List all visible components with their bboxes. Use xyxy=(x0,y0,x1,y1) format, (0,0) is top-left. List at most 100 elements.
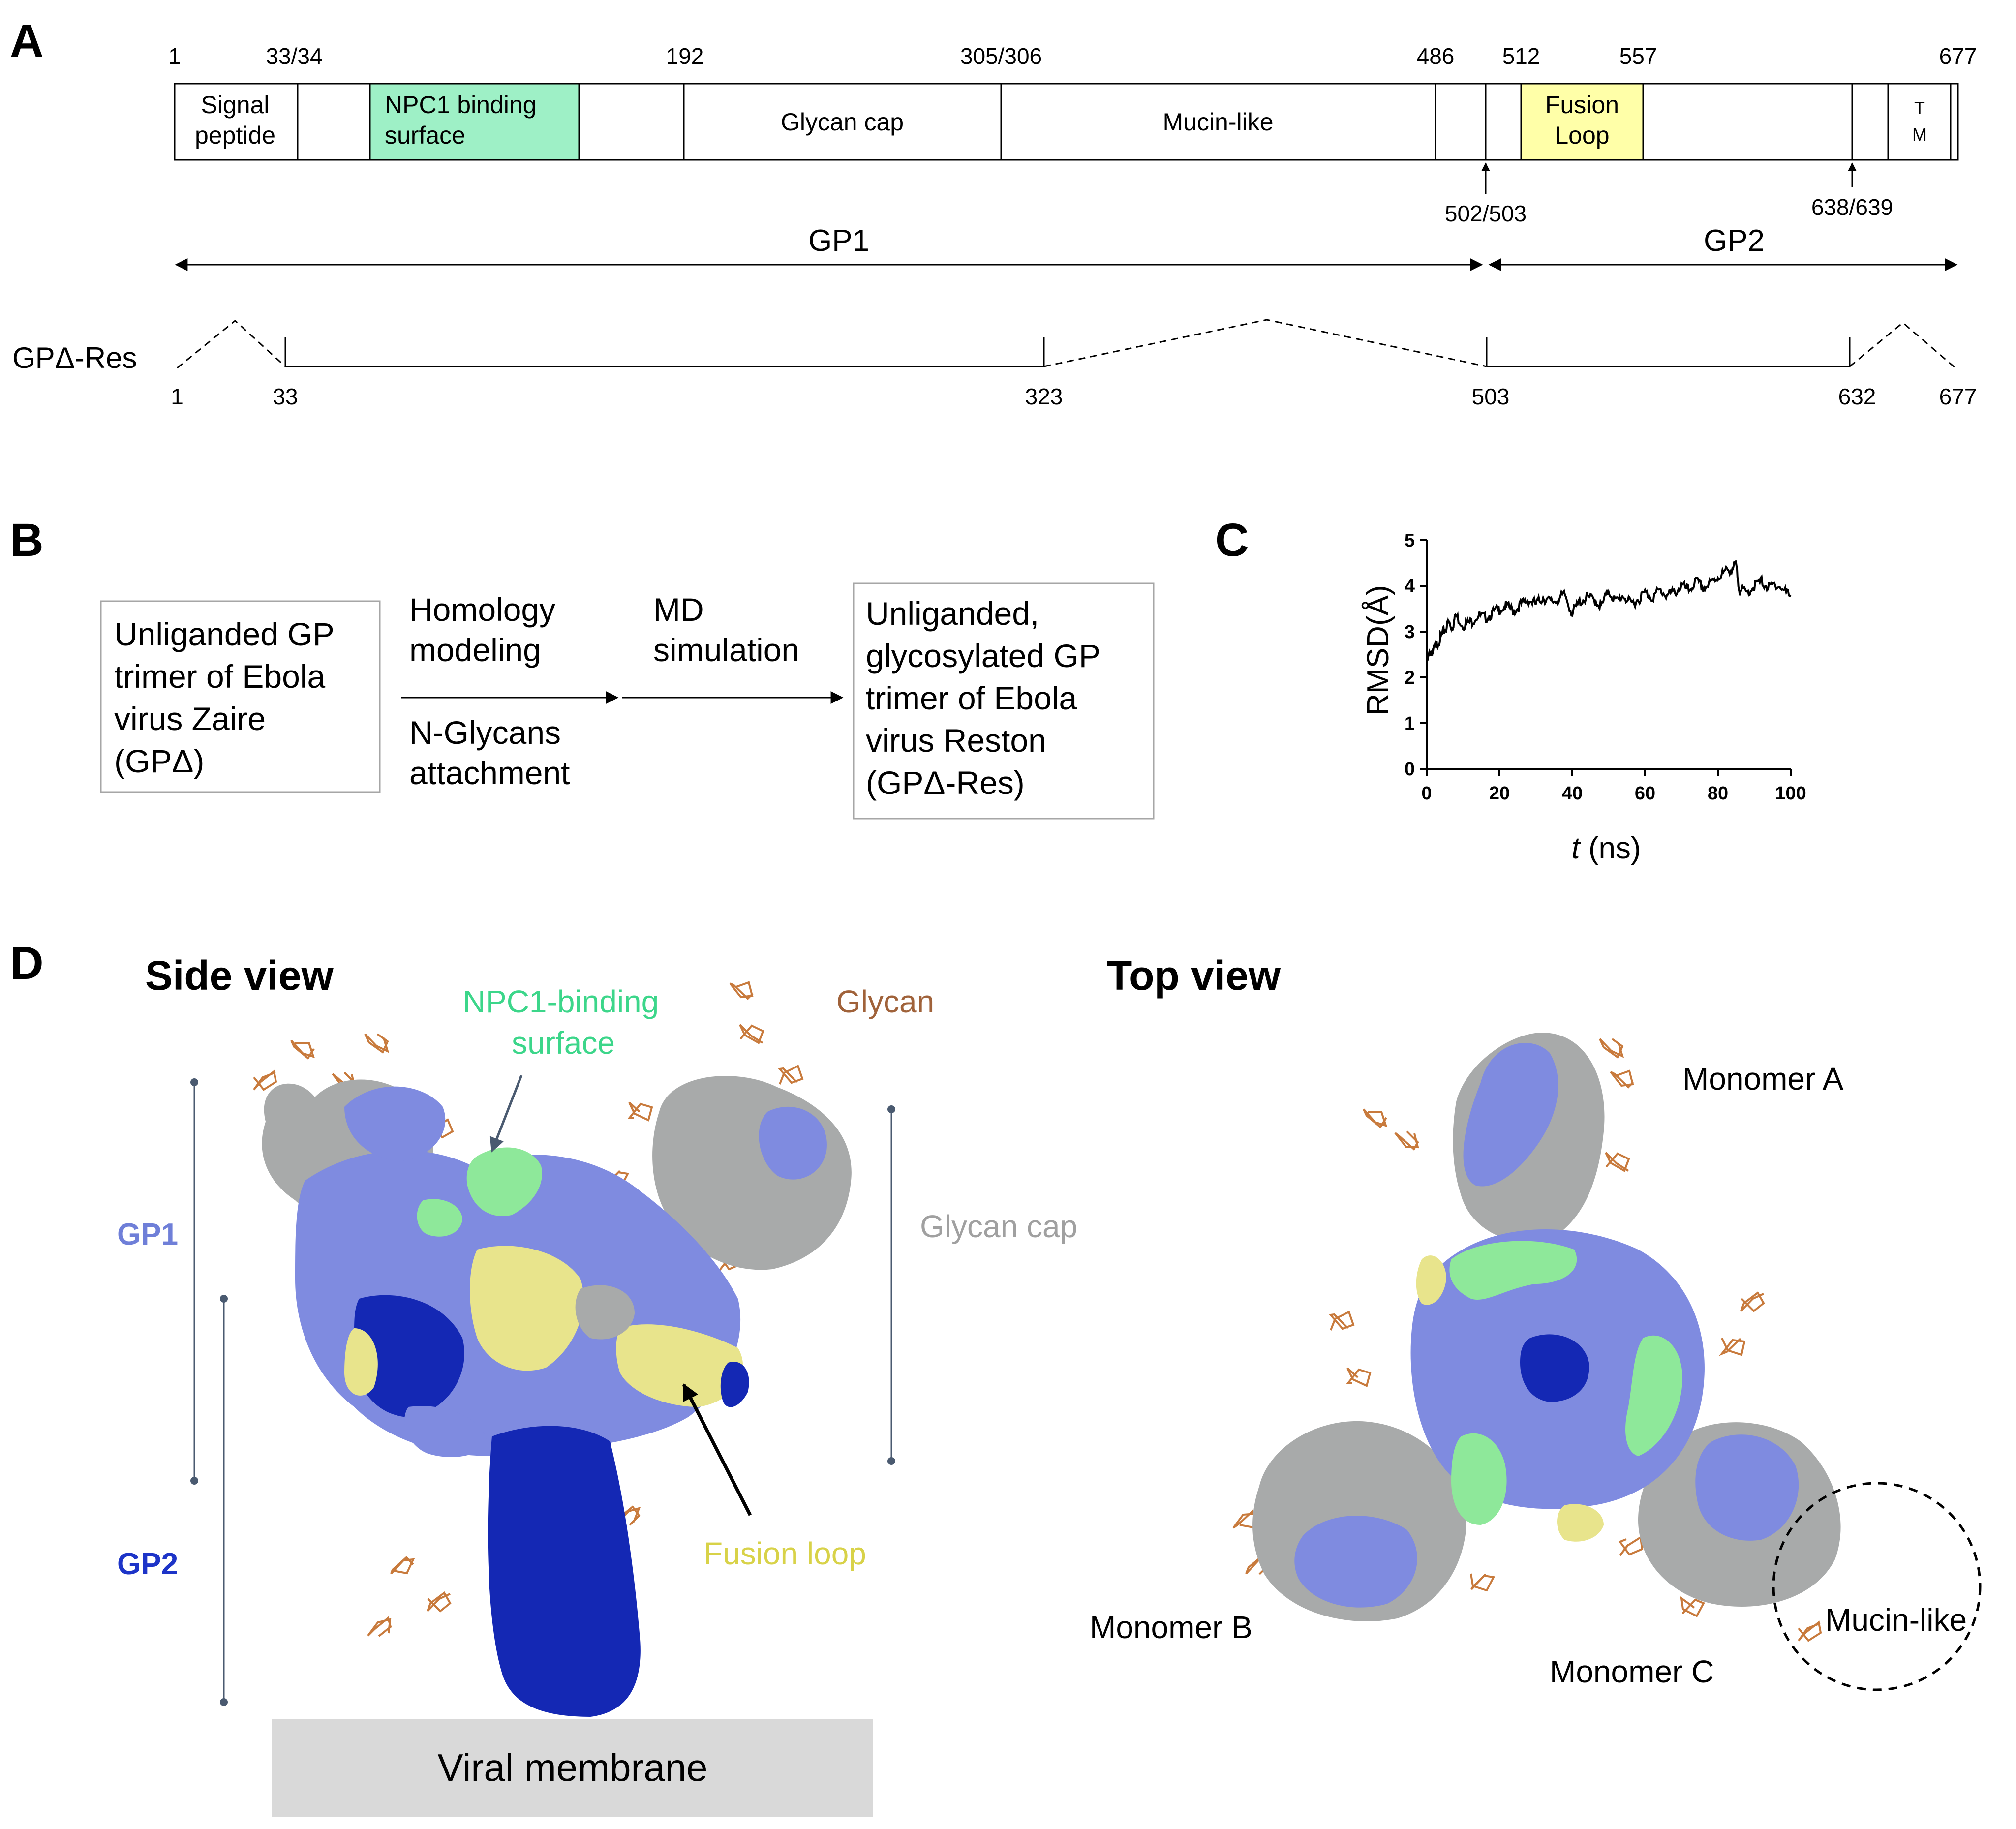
fusion-loop-surface-right xyxy=(616,1324,743,1407)
start-box-text: Unliganded GP trimer of Ebola virus Zair… xyxy=(114,616,335,779)
gp2-side-label: GP2 xyxy=(117,1547,178,1581)
fusion-loop-top-1 xyxy=(1416,1255,1446,1305)
glycan-stick xyxy=(253,1069,277,1091)
y-tick-label: 1 xyxy=(1405,713,1415,734)
fusion-loop-domain-label: Fusion xyxy=(1545,91,1619,119)
glycan-cap-mid-spot xyxy=(575,1285,635,1340)
panel-a: A 1 33/34 192 305/306 486 512 557 677 Si… xyxy=(10,15,1977,409)
glycan-stick xyxy=(1618,1535,1644,1556)
npc1-surface-top-1 xyxy=(1449,1241,1577,1300)
x-axis-label: t (ns) xyxy=(1571,831,1641,865)
cleavage-638-639: 638/639 xyxy=(1811,194,1893,220)
npc1-binding-side-label-2: surface xyxy=(512,1025,615,1061)
homology-modeling-line-1: Homology xyxy=(409,591,555,628)
gp1-bulge-right xyxy=(759,1106,827,1180)
gp1-span-label: GP1 xyxy=(808,224,869,258)
npc1-binding-label: NPC1 binding xyxy=(385,91,537,119)
glycan-stick xyxy=(1329,1311,1355,1331)
gp1-lower-spot xyxy=(404,1406,487,1457)
side-view-brackets xyxy=(193,1082,892,1702)
glycan-stick xyxy=(1345,1367,1372,1387)
pos-1: 1 xyxy=(168,43,181,69)
glycan-stick xyxy=(1394,1130,1419,1151)
y-tick-label: 4 xyxy=(1405,576,1415,597)
construct-pos-33: 33 xyxy=(273,384,298,409)
gp2-left-patch xyxy=(353,1295,464,1417)
top-view-structure xyxy=(1232,1033,1841,1642)
md-simulation-line-1: MD xyxy=(653,591,704,628)
end-box-text: Unliganded, glycosylated GP trimer of Eb… xyxy=(866,595,1100,801)
side-view-title: Side view xyxy=(145,952,334,999)
cleavage-502-503: 502/503 xyxy=(1445,201,1527,226)
x-tick-label: 100 xyxy=(1775,783,1806,804)
start-box-line-1: Unliganded GP xyxy=(114,616,335,652)
y-tick-label: 3 xyxy=(1405,622,1415,642)
glycan-stick xyxy=(1718,1338,1746,1356)
npc1-surface-side-2 xyxy=(417,1199,462,1237)
end-box-line-5: (GPΔ-Res) xyxy=(866,764,1025,801)
glycan-stick xyxy=(1798,1620,1822,1642)
monomer-b-label: Monomer B xyxy=(1090,1610,1252,1645)
pos-305-306: 305/306 xyxy=(960,43,1042,69)
viral-membrane-label: Viral membrane xyxy=(437,1746,707,1789)
glycan-stick xyxy=(1680,1596,1705,1617)
glycan-stick xyxy=(778,1065,804,1085)
mucin-like-label: Mucin-like xyxy=(1825,1602,1967,1638)
start-box-line-2: trimer of Ebola xyxy=(114,658,325,695)
x-tick-label: 20 xyxy=(1489,783,1510,804)
homology-modeling-line-2: modeling xyxy=(409,632,541,668)
npc1-surface-top-3 xyxy=(1451,1433,1507,1525)
rmsd-chart: 0 20 40 60 80 100 0 1 2 3 4 5 xyxy=(1405,530,1806,804)
construct-pos-632: 632 xyxy=(1838,384,1876,409)
monomer-a-gp1 xyxy=(1463,1043,1558,1187)
fusion-loop-surface-edge xyxy=(344,1328,378,1396)
monomer-c-gp1 xyxy=(1695,1434,1799,1541)
monomer-a-label: Monomer A xyxy=(1682,1061,1844,1097)
glycan-stick xyxy=(390,1556,415,1575)
x-tick-label: 0 xyxy=(1421,783,1432,804)
step-1: Homology modeling N-Glycans attachment xyxy=(409,591,570,791)
fusion-loop-top-2 xyxy=(1557,1504,1604,1542)
signal-peptide-label: Signal xyxy=(201,91,270,119)
tm-label-t: T xyxy=(1914,98,1925,118)
panel-d: D Side view Top view xyxy=(10,937,1982,1817)
construct-pos-1: 1 xyxy=(171,384,183,409)
rmsd-series-line xyxy=(1426,560,1792,664)
pos-677: 677 xyxy=(1939,43,1977,69)
start-box-line-4: (GPΔ) xyxy=(114,743,204,779)
glycans-line-1: N-Glycans xyxy=(409,714,561,751)
top-view-title: Top view xyxy=(1107,952,1281,999)
glycan-stick xyxy=(427,1591,452,1613)
construct-pos-677: 677 xyxy=(1939,384,1977,409)
panel-c: C 0 20 40 60 80 100 0 1 2 3 4 5 RMSD(Å) t (ns) xyxy=(1215,514,1806,865)
x-axis-label-italic: t xyxy=(1571,831,1581,865)
gp2-right-edge xyxy=(720,1362,749,1407)
gp1-bulge-left xyxy=(344,1086,446,1161)
domain-npc1-binding xyxy=(369,83,580,161)
construct-pos-503: 503 xyxy=(1472,384,1510,409)
gp2-stalk xyxy=(488,1426,641,1717)
side-view-structure xyxy=(253,981,852,1717)
pos-512: 512 xyxy=(1502,43,1540,69)
fusion-loop-domain-label-2: Loop xyxy=(1555,122,1609,149)
start-box-line-3: virus Zaire xyxy=(114,701,266,737)
y-axis-label: RMSD(Å) xyxy=(1361,585,1395,715)
glycan-stick xyxy=(1363,1108,1388,1128)
tm-label-m: M xyxy=(1912,124,1927,145)
glycan-cap-domain-label: Glycan cap xyxy=(781,108,904,136)
glycan-stick xyxy=(627,1101,653,1122)
pos-557: 557 xyxy=(1619,43,1657,69)
end-box-line-4: virus Reston xyxy=(866,722,1046,759)
pos-33-34: 33/34 xyxy=(266,43,322,69)
domain-top-numbers: 1 33/34 192 305/306 486 512 557 677 xyxy=(168,43,1977,69)
fusion-loop-pointer-arrow xyxy=(682,1383,752,1516)
cleavage-arrows xyxy=(1481,162,1857,194)
x-tick-label: 40 xyxy=(1562,783,1583,804)
npc1-surface-top-2 xyxy=(1625,1335,1682,1456)
y-tick-label: 5 xyxy=(1405,530,1415,551)
panel-b-letter: B xyxy=(10,514,44,566)
pos-486: 486 xyxy=(1417,43,1455,69)
glycan-stick xyxy=(364,1033,390,1054)
glycan-stick xyxy=(290,1039,315,1060)
